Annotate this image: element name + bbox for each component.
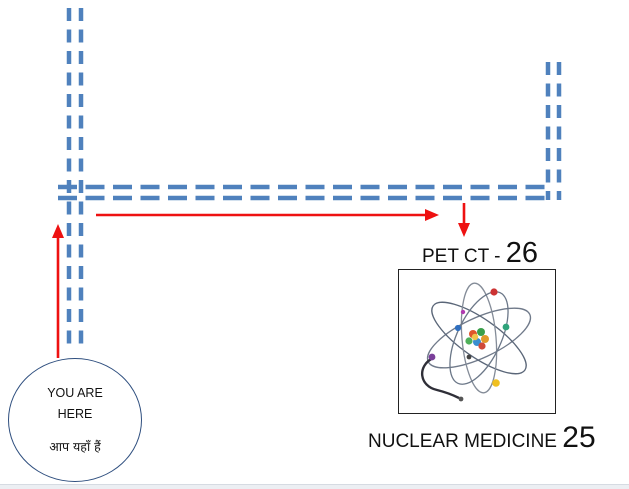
you-are-here-text: YOU ARE HERE (47, 386, 103, 421)
corridor-vertical-left (66, 8, 84, 352)
window-bottom-edge (0, 484, 629, 489)
pet-ct-name: PET CT - (422, 246, 501, 267)
you-are-here-marker: YOU ARE HERE आप यहाँ हैं (8, 358, 142, 482)
corridor-horizontal (58, 184, 545, 201)
pet-ct-number: 26 (505, 237, 539, 269)
pet-ct-label: PET CT - 26 (422, 236, 538, 274)
route-arrow-up (52, 224, 64, 358)
you-are-here-hindi-text: आप यहाँ हैं (49, 439, 101, 454)
route-arrow-right (96, 209, 439, 221)
corridor-vertical-right (545, 62, 562, 200)
nuclear-medicine-number: 25 (562, 421, 596, 454)
nuclear-medicine-image (398, 269, 556, 414)
atom-icon (421, 282, 532, 402)
nuclear-medicine-name: NUCLEAR MEDICINE (368, 431, 557, 452)
nuclear-medicine-label: NUCLEAR MEDICINE 25 (368, 420, 596, 460)
route-arrow-down (458, 203, 470, 237)
